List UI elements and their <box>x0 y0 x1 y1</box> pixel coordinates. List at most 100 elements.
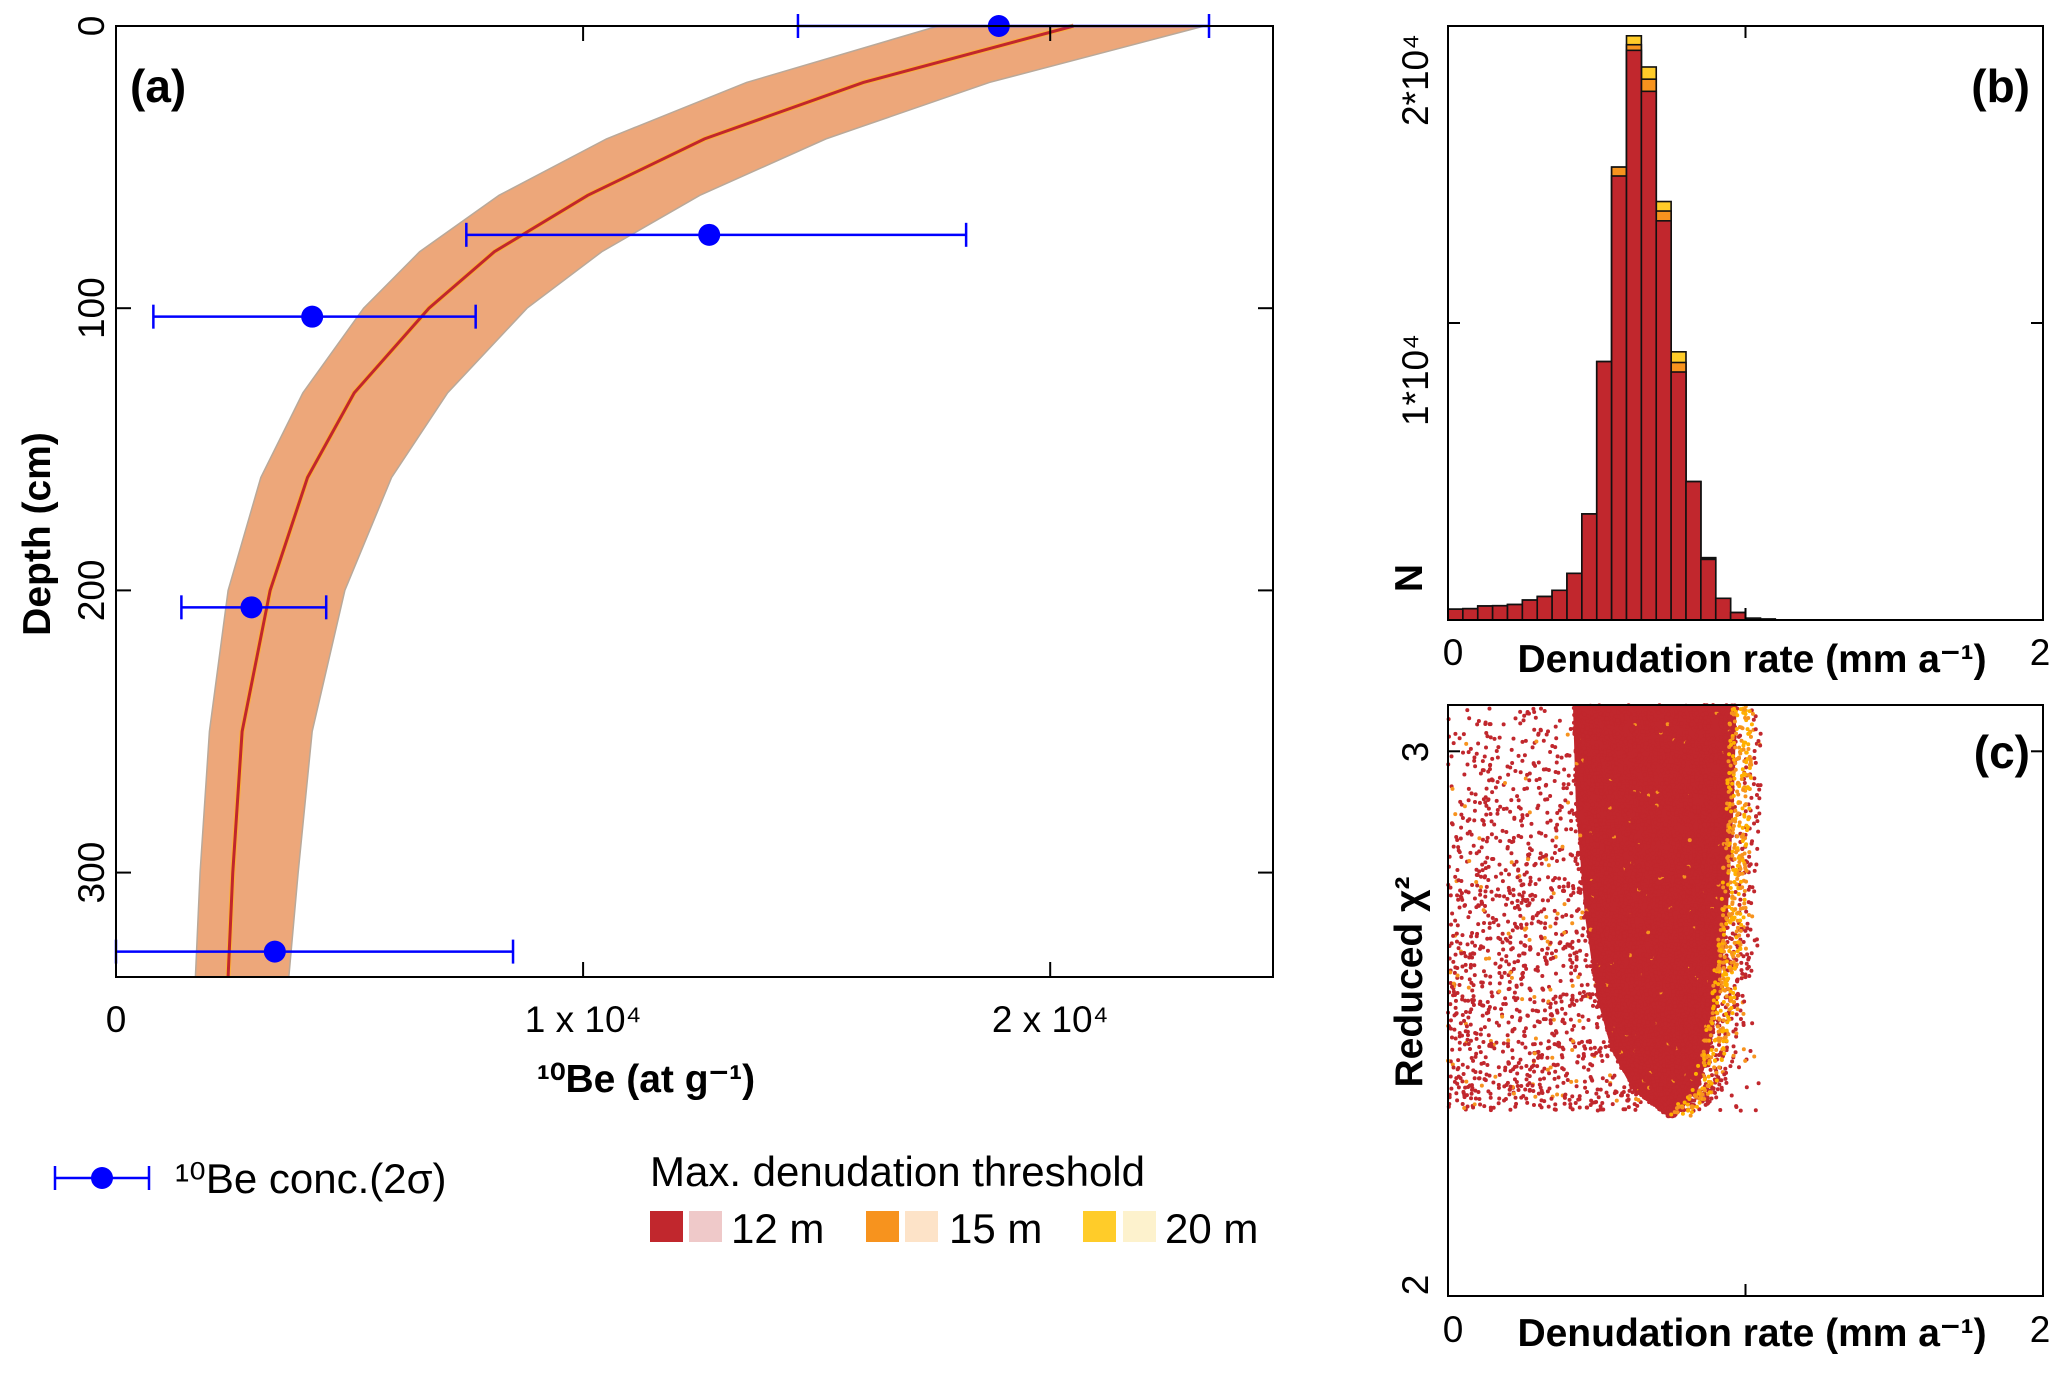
scatter-point <box>1508 809 1513 814</box>
scatter-point <box>1493 961 1498 966</box>
scatter-point <box>1729 1093 1734 1098</box>
scatter-point <box>1612 782 1617 787</box>
scatter-point <box>1476 741 1481 746</box>
scatter-point <box>1459 812 1464 817</box>
scatter-point <box>1742 892 1747 897</box>
scatter-point <box>1548 1005 1553 1010</box>
scatter-point <box>1562 877 1567 882</box>
scatter-point <box>1625 1098 1630 1103</box>
scatter-point <box>1455 1067 1460 1072</box>
scatter-point <box>1513 716 1518 721</box>
scatter-point <box>1653 890 1658 895</box>
scatter-point <box>1580 781 1585 786</box>
scatter-point <box>1568 727 1573 732</box>
y-axis-label-b: N <box>1388 564 1431 592</box>
scatter-point <box>1478 888 1483 893</box>
scatter-point <box>1570 960 1575 965</box>
scatter-point <box>1481 1060 1486 1065</box>
scatter-point <box>1460 933 1465 938</box>
histogram-bar-12m <box>1670 371 1687 621</box>
scatter-point <box>1557 876 1562 881</box>
scatter-point <box>1539 1105 1544 1110</box>
scatter-point <box>1553 724 1558 729</box>
scatter-point <box>1453 952 1458 957</box>
scatter-point <box>1497 989 1502 994</box>
scatter-point <box>1594 1091 1599 1096</box>
scatter-point <box>1738 1017 1743 1022</box>
scatter-point <box>1456 946 1461 951</box>
scatter-point <box>1470 940 1475 945</box>
scatter-point <box>1545 946 1550 951</box>
scatter-point <box>1596 1015 1601 1020</box>
scatter-point <box>1585 982 1590 987</box>
scatter-point <box>1654 903 1659 908</box>
scatter-point <box>1555 1084 1560 1089</box>
scatter-point <box>1522 713 1527 718</box>
scatter-point <box>1569 971 1574 976</box>
scatter-point <box>1573 1100 1578 1105</box>
scatter-point <box>1457 850 1462 855</box>
scatter-point <box>1506 1020 1511 1025</box>
scatter-point <box>1561 884 1566 889</box>
scatter-point <box>1499 974 1504 979</box>
scatter-point <box>1715 1087 1720 1092</box>
scatter-point <box>1460 1062 1465 1067</box>
scatter-point <box>1515 1071 1520 1076</box>
scatter-point <box>1650 909 1655 914</box>
scatter-point <box>1593 894 1598 899</box>
y-axis-label-a: Depth (cm) <box>16 432 59 636</box>
model-envelope <box>194 23 1205 978</box>
scatter-point <box>1483 1078 1488 1083</box>
scatter-point <box>1458 888 1463 893</box>
scatter-point <box>1583 993 1588 998</box>
scatter-point <box>1730 1059 1735 1064</box>
scatter-point <box>1448 885 1453 890</box>
scatter-point <box>1464 968 1469 973</box>
scatter-point <box>1752 821 1757 826</box>
scatter-point <box>1573 856 1578 861</box>
scatter-point <box>1755 846 1760 851</box>
scatter-point <box>1552 908 1557 913</box>
scatter-point <box>1472 758 1477 763</box>
scatter-point <box>1744 1085 1749 1090</box>
scatter-point <box>1545 939 1550 944</box>
scatter-point <box>1459 825 1464 830</box>
scatter-point <box>1561 888 1566 893</box>
scatter-point <box>1675 746 1680 751</box>
scatter-point <box>1636 768 1641 773</box>
scatter-point <box>1749 841 1754 846</box>
scatter-point <box>1622 1085 1627 1090</box>
scatter-point <box>1538 727 1543 732</box>
scatter-point <box>1501 722 1506 727</box>
scatter-point <box>1548 818 1553 823</box>
scatter-point <box>1465 708 1470 713</box>
scatter-point <box>1466 750 1471 755</box>
scatter-point <box>1466 915 1471 920</box>
scatter-point <box>1520 815 1525 820</box>
scatter-point <box>1583 958 1588 963</box>
scatter-point <box>1546 729 1551 734</box>
scatter-point <box>1484 1072 1489 1077</box>
scatter-point <box>1535 965 1540 970</box>
scatter-point <box>1741 1047 1746 1052</box>
scatter-point <box>1474 880 1479 885</box>
scatter-point <box>1477 1045 1482 1050</box>
x-tick-label: 0 <box>106 999 127 1040</box>
scatter-point <box>1527 937 1532 942</box>
scatter-point <box>1465 1037 1470 1042</box>
scatter-point <box>1553 921 1558 926</box>
scatter-point <box>1484 803 1489 808</box>
scatter-point <box>1559 755 1564 760</box>
scatter-point <box>1546 898 1551 903</box>
scatter-point <box>1525 1013 1530 1018</box>
scatter-point <box>1756 1081 1761 1086</box>
scatter-point <box>1568 953 1573 958</box>
scatter-point <box>1516 798 1521 803</box>
scatter-point <box>1570 808 1575 813</box>
scatter-point <box>1483 956 1488 961</box>
scatter-point <box>1503 936 1508 941</box>
scatter-point <box>1456 878 1461 883</box>
scatter-point <box>1571 706 1576 711</box>
scatter-point <box>1461 1072 1466 1077</box>
